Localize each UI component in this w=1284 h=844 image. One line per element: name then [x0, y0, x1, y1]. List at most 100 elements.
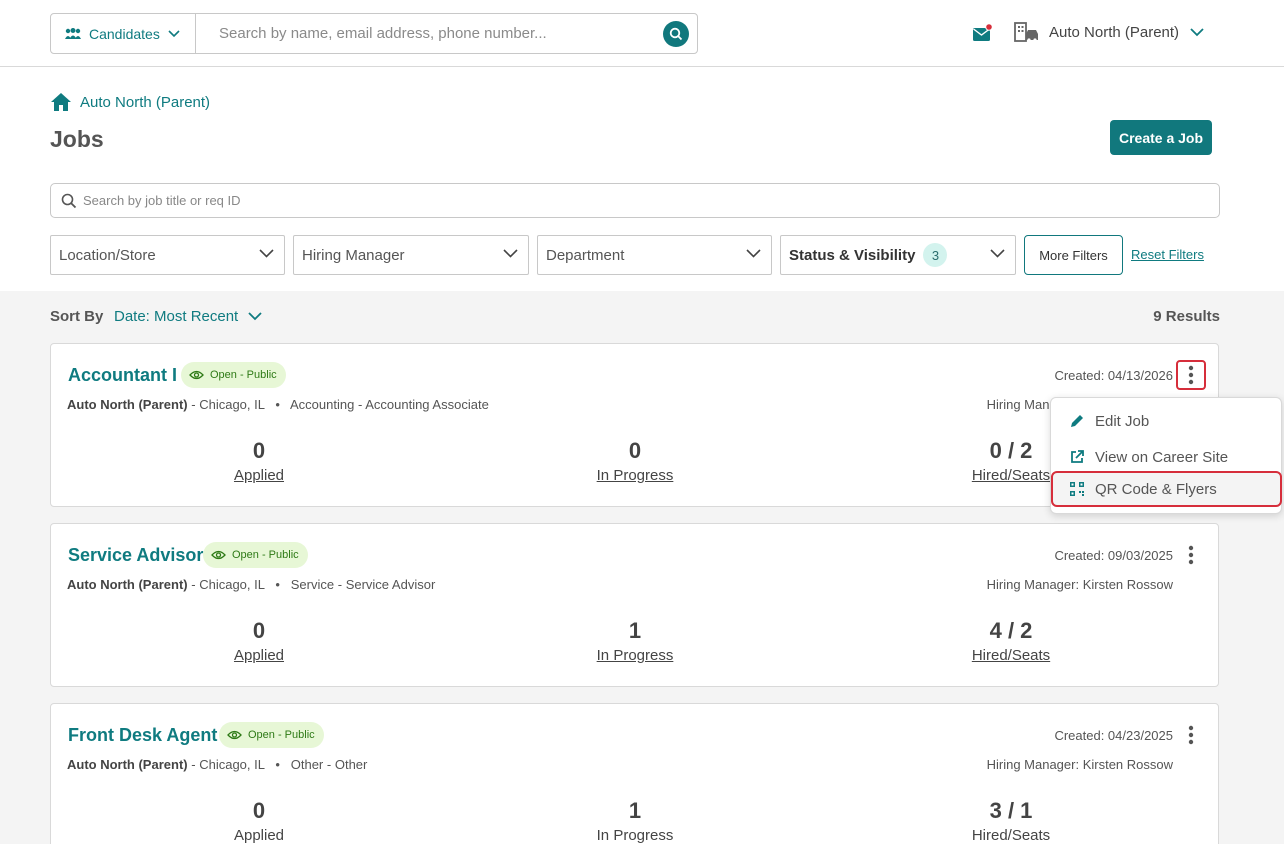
candidates-dropdown[interactable]: Candidates [51, 14, 196, 53]
separator-dot: • [275, 757, 280, 772]
chevron-down-icon [259, 249, 274, 258]
in-progress-stat: 1 In Progress [545, 619, 725, 665]
more-vertical-icon [1188, 365, 1194, 385]
eye-icon [227, 730, 242, 740]
people-icon [64, 27, 82, 41]
job-actions-menu: Edit Job View on Career Site QR Code & F… [1050, 397, 1282, 514]
hired-link[interactable]: Hired/Seats [971, 827, 1051, 844]
applied-stat: 0 Applied [169, 619, 349, 665]
in-progress-count: 1 [628, 798, 642, 823]
job-org: Auto North (Parent) [67, 757, 188, 772]
menu-item-qr-code-flyers[interactable]: QR Code & Flyers [1051, 471, 1282, 507]
job-card: Accountant I Open - Public Auto North (P… [50, 343, 1219, 507]
status-badge: Open - Public [203, 542, 308, 568]
search-icon[interactable] [663, 21, 689, 47]
hired-link[interactable]: Hired/Seats [971, 647, 1051, 664]
separator-dash: - [191, 757, 196, 772]
job-location: Chicago, IL [199, 397, 265, 412]
applied-count: 0 [252, 798, 266, 823]
applied-count: 0 [252, 618, 266, 643]
status-text: Open - Public [248, 729, 315, 741]
menu-item-view-career-site[interactable]: View on Career Site [1051, 439, 1283, 475]
building-car-icon [1014, 21, 1040, 43]
sort-value: Date: Most Recent [114, 308, 239, 325]
job-department: Accounting [290, 397, 355, 412]
applied-link[interactable]: Applied [233, 827, 285, 844]
separator-dash: - [357, 397, 363, 412]
applied-link[interactable]: Applied [233, 467, 285, 484]
eye-icon [211, 550, 226, 560]
menu-item-edit-job[interactable]: Edit Job [1051, 403, 1283, 439]
search-icon [61, 193, 77, 209]
sort-dropdown[interactable]: Date: Most Recent [114, 308, 262, 325]
hired-link[interactable]: Hired/Seats [971, 467, 1051, 484]
status-visibility-filter[interactable]: Status & Visibility 3 [780, 235, 1016, 275]
department-filter[interactable]: Department [537, 235, 772, 275]
in-progress-link[interactable]: In Progress [596, 827, 674, 844]
separator-dot: • [275, 397, 280, 412]
page-title: Jobs [50, 126, 104, 152]
job-card: Service Advisor Open - Public Auto North… [50, 523, 1219, 687]
hiring-manager-filter[interactable]: Hiring Manager [293, 235, 529, 275]
kebab-menu-button[interactable] [1176, 360, 1206, 390]
hired-stat: 4 / 2 Hired/Seats [921, 619, 1101, 665]
applied-count: 0 [252, 438, 266, 463]
created-date: Created: 09/03/2025 [1054, 548, 1173, 563]
kebab-menu-button[interactable] [1176, 720, 1206, 750]
status-filter-label: Status & Visibility [789, 246, 916, 264]
job-org: Auto North (Parent) [67, 397, 188, 412]
job-title-link[interactable]: Service Advisor [68, 545, 204, 565]
menu-edit-label: Edit Job [1095, 412, 1150, 430]
created-date: Created: 04/23/2025 [1054, 728, 1173, 743]
job-role: Service Advisor [345, 577, 436, 592]
breadcrumb[interactable]: Auto North (Parent) [50, 92, 210, 112]
chevron-down-icon [503, 249, 518, 258]
home-icon [50, 92, 72, 112]
sort-label: Sort By [50, 308, 104, 325]
job-meta: Auto North (Parent) - Chicago, IL • Serv… [67, 577, 435, 592]
org-switcher[interactable]: Auto North (Parent) [1014, 21, 1204, 43]
job-role: Accounting Associate [365, 397, 489, 412]
job-card: Front Desk Agent Open - Public Auto Nort… [50, 703, 1219, 844]
job-location: Chicago, IL [199, 757, 265, 772]
pencil-icon [1069, 413, 1085, 429]
department-filter-label: Department [546, 246, 625, 264]
location-filter-label: Location/Store [59, 246, 156, 264]
location-filter[interactable]: Location/Store [50, 235, 285, 275]
applied-link[interactable]: Applied [233, 647, 285, 664]
global-search-placeholder: Search by name, email address, phone num… [219, 25, 547, 42]
reset-filters-link[interactable]: Reset Filters [1131, 247, 1204, 262]
chevron-down-icon [990, 249, 1005, 258]
job-org: Auto North (Parent) [67, 577, 188, 592]
in-progress-count: 1 [628, 618, 642, 643]
chevron-down-icon [168, 29, 180, 38]
more-vertical-icon [1188, 725, 1194, 745]
job-location: Chicago, IL [199, 577, 265, 592]
hired-count: 0 / 2 [989, 438, 1033, 463]
chevron-down-icon [1190, 27, 1204, 37]
job-title-link[interactable]: Front Desk Agent [68, 725, 218, 745]
status-text: Open - Public [210, 369, 277, 381]
candidates-label: Candidates [89, 25, 160, 42]
in-progress-stat: 1 In Progress [545, 799, 725, 844]
in-progress-link[interactable]: In Progress [596, 467, 674, 484]
job-title-link[interactable]: Accountant I [68, 365, 178, 385]
global-search-input[interactable]: Search by name, email address, phone num… [196, 14, 697, 53]
job-department: Other [290, 757, 324, 772]
separator-dot: • [275, 577, 280, 592]
global-search-group: Candidates Search by name, email address… [50, 13, 698, 54]
top-bar: Candidates Search by name, email address… [0, 0, 1284, 67]
qr-code-icon [1069, 481, 1085, 497]
job-search-input[interactable]: Search by job title or req ID [50, 183, 1220, 218]
hired-stat: 3 / 1 Hired/Seats [921, 799, 1101, 844]
hiring-manager: Hiring Manager: Kirsten Rossow [986, 577, 1173, 592]
separator-dash: - [337, 577, 343, 592]
kebab-menu-button[interactable] [1176, 540, 1206, 570]
more-vertical-icon [1188, 545, 1194, 565]
create-job-button[interactable]: Create a Job [1110, 120, 1212, 155]
mail-notification-icon[interactable] [972, 23, 994, 48]
status-count-badge: 3 [923, 243, 948, 267]
status-text: Open - Public [232, 549, 299, 561]
in-progress-link[interactable]: In Progress [596, 647, 674, 664]
more-filters-button[interactable]: More Filters [1024, 235, 1123, 275]
